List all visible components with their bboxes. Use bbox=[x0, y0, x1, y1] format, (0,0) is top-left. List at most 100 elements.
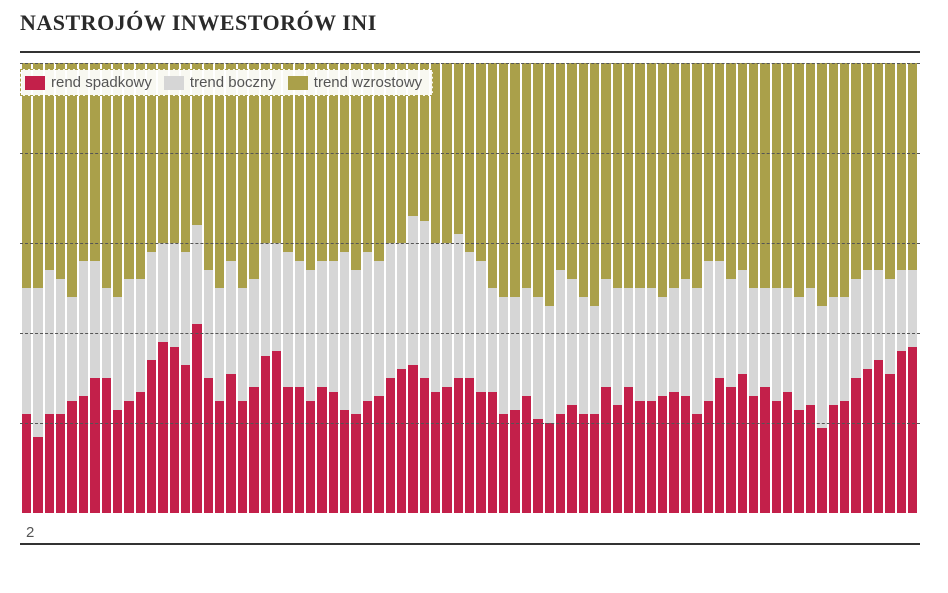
seg-wzrostowy bbox=[760, 63, 769, 288]
seg-boczny bbox=[238, 288, 247, 401]
seg-boczny bbox=[204, 270, 213, 378]
seg-wzrostowy bbox=[545, 63, 554, 306]
seg-wzrostowy bbox=[681, 63, 690, 279]
seg-spadkowy bbox=[704, 401, 713, 514]
bar-column bbox=[692, 63, 701, 513]
seg-boczny bbox=[840, 297, 849, 401]
bar-column bbox=[783, 63, 792, 513]
bar-column bbox=[624, 63, 633, 513]
bar-column bbox=[374, 63, 383, 513]
seg-spadkowy bbox=[124, 401, 133, 514]
seg-wzrostowy bbox=[874, 63, 883, 270]
gridline bbox=[20, 153, 920, 154]
seg-boczny bbox=[885, 279, 894, 374]
seg-boczny bbox=[647, 288, 656, 401]
seg-spadkowy bbox=[885, 374, 894, 514]
bar-column bbox=[56, 63, 65, 513]
seg-boczny bbox=[806, 288, 815, 405]
bar-column bbox=[442, 63, 451, 513]
seg-spadkowy bbox=[533, 419, 542, 514]
bar-column bbox=[33, 63, 42, 513]
seg-spadkowy bbox=[374, 396, 383, 513]
bar-column bbox=[806, 63, 815, 513]
seg-boczny bbox=[499, 297, 508, 414]
seg-boczny bbox=[715, 261, 724, 378]
bar-column bbox=[794, 63, 803, 513]
seg-boczny bbox=[340, 252, 349, 410]
seg-boczny bbox=[545, 306, 554, 423]
seg-spadkowy bbox=[863, 369, 872, 513]
seg-boczny bbox=[363, 252, 372, 401]
bar-column bbox=[613, 63, 622, 513]
legend-swatch-spadkowy bbox=[25, 76, 45, 90]
legend-label-boczny: trend boczny bbox=[190, 74, 276, 91]
bar-column bbox=[556, 63, 565, 513]
seg-boczny bbox=[635, 288, 644, 401]
seg-spadkowy bbox=[749, 396, 758, 513]
bar-column bbox=[249, 63, 258, 513]
bar-column bbox=[215, 63, 224, 513]
seg-spadkowy bbox=[147, 360, 156, 513]
seg-boczny bbox=[738, 270, 747, 374]
seg-wzrostowy bbox=[113, 63, 122, 297]
seg-boczny bbox=[136, 279, 145, 392]
seg-wzrostowy bbox=[67, 63, 76, 297]
seg-boczny bbox=[760, 288, 769, 387]
seg-wzrostowy bbox=[624, 63, 633, 288]
seg-boczny bbox=[863, 270, 872, 369]
seg-spadkowy bbox=[22, 414, 31, 513]
bar-column bbox=[386, 63, 395, 513]
seg-wzrostowy bbox=[692, 63, 701, 288]
seg-spadkowy bbox=[181, 365, 190, 514]
seg-spadkowy bbox=[56, 414, 65, 513]
bar-column bbox=[158, 63, 167, 513]
bar-column bbox=[147, 63, 156, 513]
bar-column bbox=[136, 63, 145, 513]
seg-wzrostowy bbox=[579, 63, 588, 297]
seg-boczny bbox=[283, 252, 292, 387]
seg-boczny bbox=[567, 279, 576, 405]
seg-spadkowy bbox=[420, 378, 429, 513]
seg-spadkowy bbox=[136, 392, 145, 514]
bar-column bbox=[454, 63, 463, 513]
bar-column bbox=[863, 63, 872, 513]
seg-spadkowy bbox=[431, 392, 440, 514]
seg-wzrostowy bbox=[885, 63, 894, 279]
seg-spadkowy bbox=[669, 392, 678, 514]
seg-wzrostowy bbox=[33, 63, 42, 288]
seg-spadkowy bbox=[476, 392, 485, 514]
seg-spadkowy bbox=[79, 396, 88, 513]
gridline bbox=[20, 333, 920, 334]
seg-spadkowy bbox=[590, 414, 599, 513]
chart-frame: rend spadkowy trend boczny trend wzrosto… bbox=[20, 51, 920, 545]
seg-boczny bbox=[170, 243, 179, 347]
legend-swatch-boczny bbox=[164, 76, 184, 90]
legend-item-wzrostowy: trend wzrostowy bbox=[288, 74, 422, 91]
bar-column bbox=[897, 63, 906, 513]
seg-boczny bbox=[749, 288, 758, 396]
seg-spadkowy bbox=[567, 405, 576, 513]
seg-boczny bbox=[351, 270, 360, 414]
bar-column bbox=[272, 63, 281, 513]
bar-column bbox=[590, 63, 599, 513]
seg-wzrostowy bbox=[102, 63, 111, 288]
seg-wzrostowy bbox=[863, 63, 872, 270]
seg-boczny bbox=[45, 270, 54, 414]
seg-wzrostowy bbox=[454, 63, 463, 234]
bar-column bbox=[488, 63, 497, 513]
seg-boczny bbox=[510, 297, 519, 410]
seg-wzrostowy bbox=[488, 63, 497, 288]
bar-column bbox=[192, 63, 201, 513]
seg-boczny bbox=[22, 288, 31, 414]
bar-column bbox=[329, 63, 338, 513]
seg-spadkowy bbox=[454, 378, 463, 513]
seg-boczny bbox=[454, 234, 463, 378]
bar-column bbox=[363, 63, 372, 513]
seg-spadkowy bbox=[67, 401, 76, 514]
seg-spadkowy bbox=[726, 387, 735, 513]
seg-wzrostowy bbox=[908, 63, 917, 270]
seg-boczny bbox=[817, 306, 826, 428]
seg-wzrostowy bbox=[851, 63, 860, 279]
bar-column bbox=[317, 63, 326, 513]
seg-boczny bbox=[420, 221, 429, 379]
